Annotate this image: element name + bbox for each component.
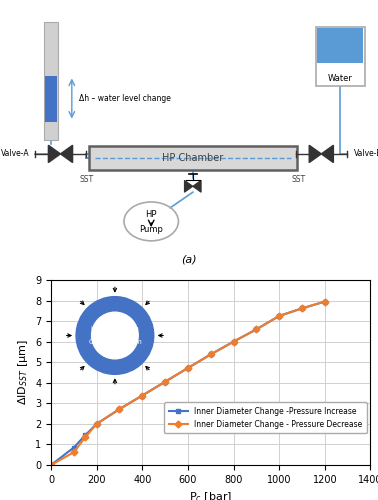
Inner Diameter Change - Pressure Decrease <box>140 392 144 398</box>
Polygon shape <box>184 180 193 192</box>
Polygon shape <box>48 146 60 162</box>
Line: Inner Diameter Change -Pressure Increase: Inner Diameter Change -Pressure Increase <box>49 299 327 468</box>
Inner Diameter Change - Pressure Decrease <box>117 406 122 412</box>
Inner Diameter Change -Pressure Increase <box>71 444 76 450</box>
Inner Diameter Change - Pressure Decrease <box>163 379 167 385</box>
Y-axis label: ΔID$_{SST}$ [μm]: ΔID$_{SST}$ [μm] <box>15 340 29 406</box>
Text: SST: SST <box>291 175 306 184</box>
Inner Diameter Change - Pressure Decrease <box>254 326 259 332</box>
Inner Diameter Change -Pressure Increase <box>83 432 88 438</box>
Inner Diameter Change -Pressure Increase <box>322 298 327 304</box>
Bar <box>317 28 363 62</box>
Bar <box>44 22 58 141</box>
Inner Diameter Change -Pressure Increase <box>254 326 259 332</box>
Inner Diameter Change -Pressure Increase <box>140 392 144 398</box>
Inner Diameter Change - Pressure Decrease <box>186 365 190 371</box>
Inner Diameter Change - Pressure Decrease <box>94 421 99 427</box>
Text: SST: SST <box>80 175 94 184</box>
Inner Diameter Change -Pressure Increase <box>49 462 53 468</box>
Text: HP: HP <box>146 210 157 219</box>
Inner Diameter Change -Pressure Increase <box>163 379 167 385</box>
Text: Water: Water <box>328 74 353 83</box>
Inner Diameter Change - Pressure Decrease <box>208 352 213 358</box>
Bar <box>89 146 297 170</box>
Line: Inner Diameter Change - Pressure Decrease: Inner Diameter Change - Pressure Decreas… <box>49 299 327 468</box>
Inner Diameter Change -Pressure Increase <box>231 338 236 344</box>
Polygon shape <box>60 146 73 162</box>
X-axis label: P$_c$ [bar]: P$_c$ [bar] <box>189 490 232 500</box>
Text: (a): (a) <box>181 254 197 264</box>
Inner Diameter Change - Pressure Decrease <box>49 462 53 468</box>
Inner Diameter Change -Pressure Increase <box>300 306 304 312</box>
Inner Diameter Change -Pressure Increase <box>277 313 282 319</box>
Bar <box>45 76 57 122</box>
Text: HP Chamber: HP Chamber <box>162 153 223 163</box>
Inner Diameter Change - Pressure Decrease <box>277 313 282 319</box>
Inner Diameter Change -Pressure Increase <box>186 365 190 371</box>
Text: Pump: Pump <box>139 224 163 234</box>
Inner Diameter Change - Pressure Decrease <box>300 306 304 312</box>
Text: Valve-B: Valve-B <box>354 150 378 158</box>
Bar <box>316 27 365 86</box>
Inner Diameter Change - Pressure Decrease <box>231 338 236 344</box>
Text: Δh – water level change: Δh – water level change <box>79 94 170 103</box>
Inner Diameter Change -Pressure Increase <box>117 406 122 412</box>
Legend: Inner Diameter Change -Pressure Increase, Inner Diameter Change - Pressure Decre: Inner Diameter Change -Pressure Increase… <box>164 402 367 434</box>
Inner Diameter Change - Pressure Decrease <box>71 450 76 456</box>
Inner Diameter Change - Pressure Decrease <box>83 434 88 440</box>
Polygon shape <box>309 146 321 162</box>
Inner Diameter Change - Pressure Decrease <box>322 298 327 304</box>
Polygon shape <box>321 146 333 162</box>
Polygon shape <box>193 180 201 192</box>
Text: Valve-A: Valve-A <box>1 150 29 158</box>
Inner Diameter Change -Pressure Increase <box>208 352 213 358</box>
Inner Diameter Change -Pressure Increase <box>94 421 99 427</box>
